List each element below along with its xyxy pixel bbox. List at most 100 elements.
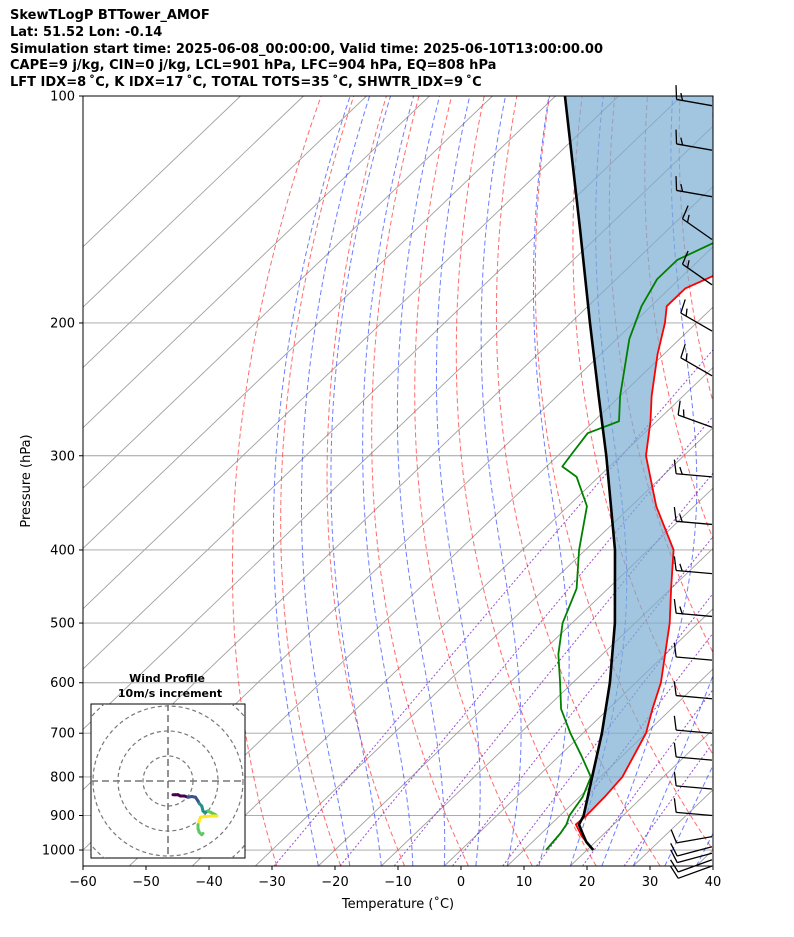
moist-adiabat-line	[601, 96, 698, 866]
wind-barb-feather	[681, 250, 689, 265]
moist-adiabat-line	[396, 96, 446, 866]
cape-shading	[564, 96, 713, 851]
y-axis-title: Pressure (hPa)	[19, 434, 34, 527]
wind-barb	[673, 598, 713, 618]
wind-barb-feather	[675, 85, 678, 100]
wind-barb	[675, 85, 713, 107]
wind-barb	[670, 849, 713, 864]
dry-adiabat-line	[778, 96, 794, 866]
isotherm-line	[380, 547, 713, 866]
x-tick-label: −20	[321, 875, 348, 890]
dry-adiabat-line	[712, 96, 713, 151]
wind-barb	[673, 459, 713, 478]
wind-barb-feather	[670, 865, 679, 879]
wind-barb-feather	[673, 715, 677, 731]
wind-barb-shaft	[676, 811, 713, 817]
wind-barb-feather	[680, 137, 684, 146]
x-tick-label: −40	[195, 875, 222, 890]
wind-barb-feather	[675, 176, 678, 191]
moist-adiabat-line	[435, 96, 481, 866]
y-tick-label: 500	[50, 617, 75, 632]
wind-barb	[670, 843, 713, 857]
wind-barb	[670, 829, 713, 844]
isotherm-line	[317, 487, 713, 866]
isotherm-line	[83, 96, 619, 610]
dry-adiabat-line	[371, 96, 469, 866]
wind-barb-feather	[673, 771, 677, 786]
wind-barb-shaft	[676, 569, 713, 575]
dry-adiabat-line	[414, 96, 533, 866]
wind-barb-feather	[673, 556, 677, 571]
chart-title: SkewTLogP BTTower_AMOF	[10, 8, 210, 23]
wind-barb-shaft	[676, 694, 713, 700]
wind-barb	[673, 742, 713, 761]
wind-barb	[673, 681, 713, 700]
wind-barb-shaft	[677, 865, 713, 879]
wind-barb-feather	[670, 829, 678, 844]
isotherm-line	[83, 96, 430, 429]
wind-barb-feather	[679, 466, 683, 475]
y-tick-label: 200	[50, 316, 75, 331]
location-line: Lat: 51.52 Lon: -0.14	[10, 24, 163, 40]
wind-barb-feather	[673, 798, 677, 813]
mixing-ratio-line	[339, 415, 713, 866]
wind-barb	[675, 129, 713, 151]
wind-barb-feather	[675, 129, 678, 144]
wind-barb-shaft	[676, 836, 713, 844]
wind-barb	[670, 865, 713, 879]
y-tick-label: 400	[50, 543, 75, 558]
wind-barb-feather	[673, 459, 677, 474]
isotherm-line	[191, 366, 713, 866]
wind-profile-inset: Wind Profile 10m/s increment	[90, 672, 246, 859]
wind-barb-feather	[680, 183, 684, 192]
x-tick-label: −60	[69, 875, 96, 890]
isotherm-line	[128, 306, 713, 866]
dry-adiabat-line	[231, 96, 322, 866]
wind-barb	[681, 205, 713, 241]
dry-adiabat-line	[326, 96, 406, 866]
temperature-profile-line	[574, 274, 713, 851]
isotherm-line	[759, 96, 794, 866]
isotherm-line	[83, 96, 367, 369]
hodograph	[91, 704, 245, 858]
y-tick-label: 100	[50, 90, 75, 105]
wind-barb-feather	[686, 214, 690, 223]
moist-adiabat-line	[728, 96, 794, 866]
wind-barb-feather	[677, 400, 681, 416]
isotherm-line	[83, 96, 304, 308]
y-tick-label: 600	[50, 676, 75, 691]
wind-barb-shaft	[676, 473, 713, 478]
wind-barb-feather	[685, 353, 688, 361]
x-tick-label: −10	[384, 875, 411, 890]
wind-barb-feather	[680, 343, 686, 358]
x-axis-title: Temperature (˚C)	[341, 896, 454, 912]
wind-barb	[677, 400, 713, 428]
x-tick-label: 0	[457, 875, 465, 890]
mixing-ratio-line	[623, 741, 713, 866]
wind-barb-feather	[670, 843, 678, 857]
wind-barb-feather	[673, 681, 677, 696]
wind-barb-feather	[673, 642, 677, 658]
y-tick-label: 1000	[42, 844, 75, 859]
isotherm-line	[443, 608, 713, 866]
dry-adiabat-line	[572, 96, 713, 756]
wind-barb-feather	[685, 308, 688, 317]
y-tick-label: 300	[50, 449, 75, 464]
wind-barb-feather	[686, 260, 690, 268]
wind-barb-feather	[673, 742, 677, 758]
isotherm-line	[83, 96, 493, 489]
y-tick-label: 900	[50, 809, 75, 824]
wind-barb-feather	[673, 507, 677, 522]
moist-adiabat-line	[330, 96, 391, 866]
chart-header: SkewTLogP BTTower_AMOF Lat: 51.52 Lon: -…	[10, 8, 603, 92]
x-tick-label: −50	[132, 875, 159, 890]
wind-barb-shaft	[680, 357, 713, 377]
wind-barb-feather	[670, 849, 678, 863]
isotherm-line	[83, 96, 682, 670]
y-tick-label: 800	[50, 770, 75, 785]
wind-barb	[680, 343, 713, 377]
wind-barb	[673, 642, 713, 661]
wind-barb	[680, 299, 713, 332]
wind-barb-shaft	[677, 846, 713, 857]
